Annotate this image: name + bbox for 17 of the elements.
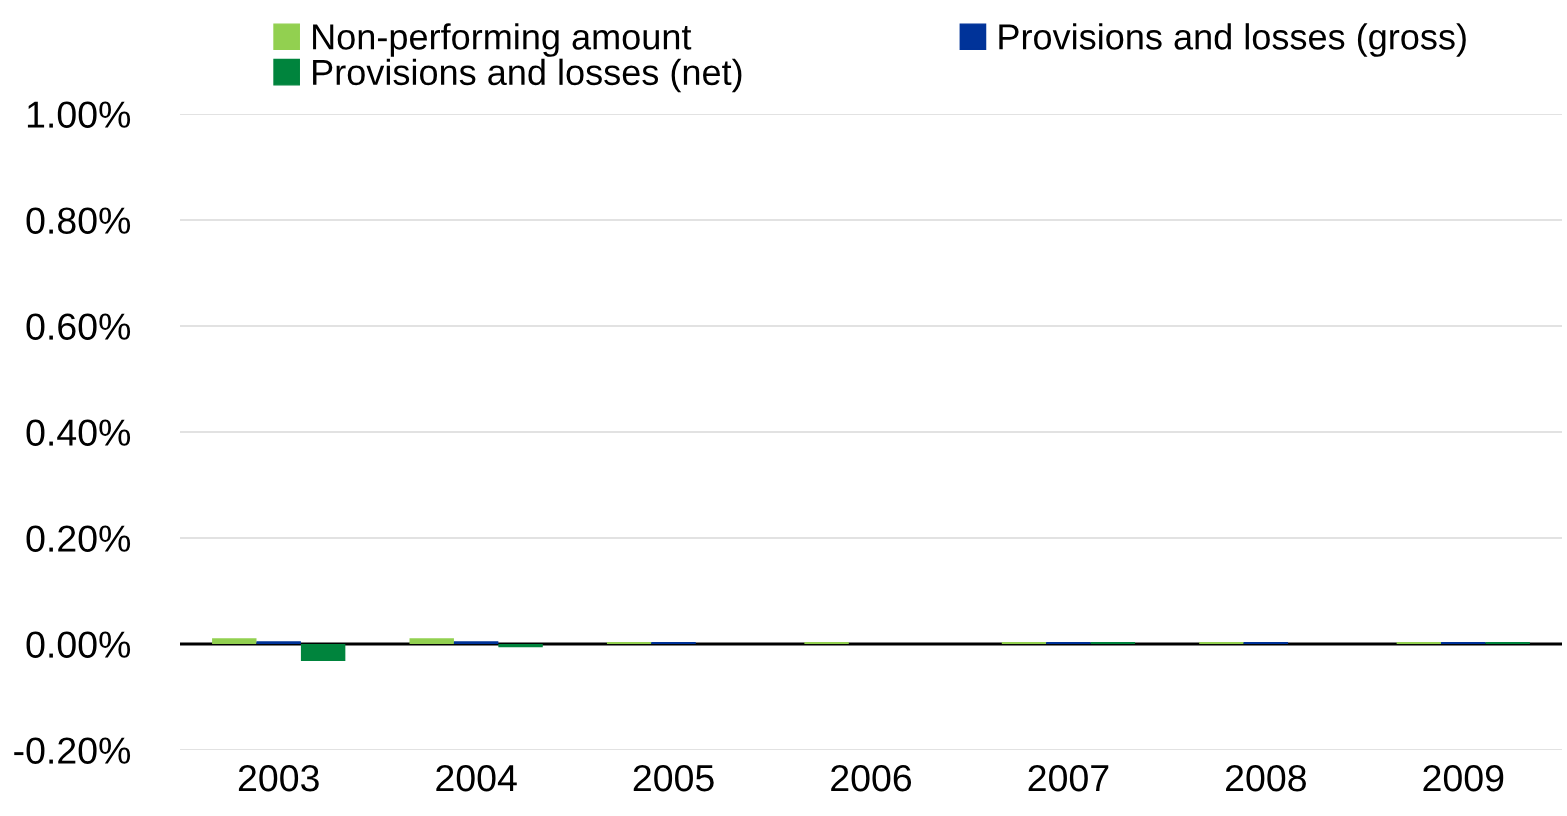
y-tick-label: 0.20% [26,525,131,552]
y-tick-label: 0.80% [26,207,131,234]
x-tick-label: 2008 [1226,764,1306,792]
y-tick-label: 0.40% [26,419,131,446]
y-tick-label: 0.00% [26,631,131,658]
legend-label: Non-performing amount [313,23,692,57]
x-tick-label: 2009 [1423,764,1504,792]
x-tick-label: 2004 [436,764,517,792]
x-tick-label: 2007 [1028,764,1109,792]
legend-label: Provisions and losses (net) [313,58,742,93]
legend-label: Provisions and losses (gross) [999,23,1466,57]
x-tick-label: 2003 [238,764,319,792]
x-tick-label: 2005 [633,764,714,792]
y-tick-label: 0.60% [26,313,131,340]
y-tick-label: -0.20% [14,737,131,764]
y-tick-label: 1.00% [27,101,131,128]
x-tick-label: 2006 [831,764,912,792]
